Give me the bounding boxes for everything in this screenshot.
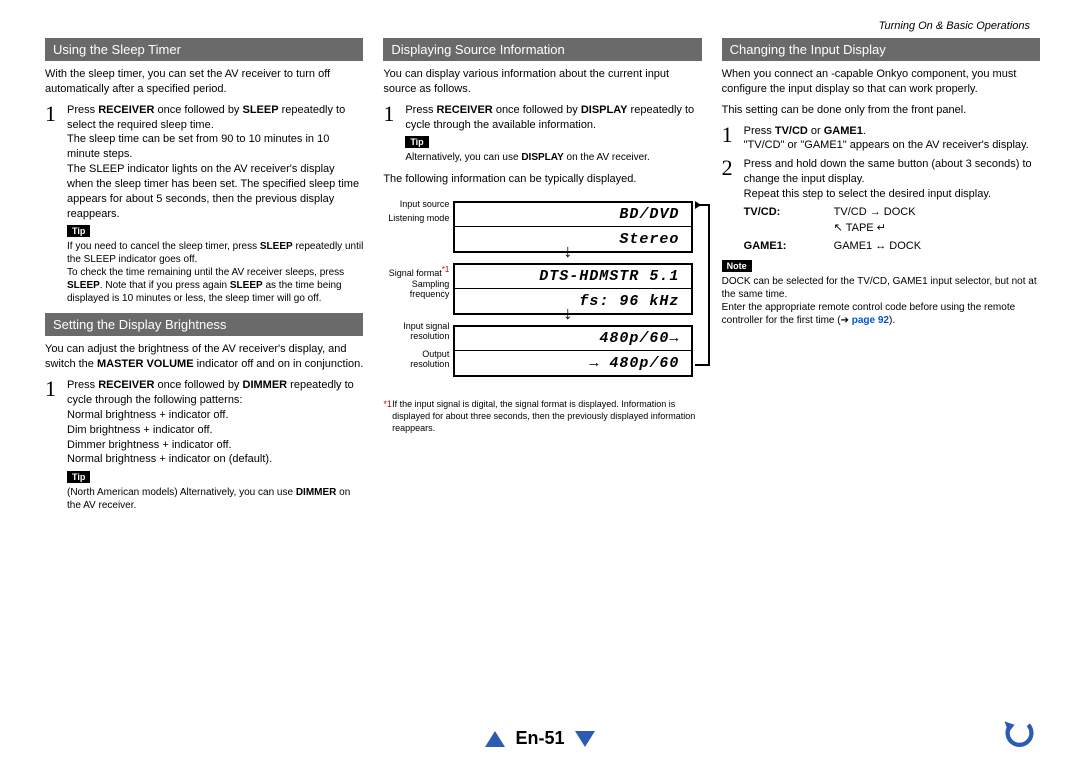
lbl-in-res: Input signal resolution (383, 321, 449, 341)
arrow-down-icon: ↓ (563, 241, 572, 262)
input-step2: Press and hold down the same button (abo… (744, 158, 1032, 185)
tvcd-value2: ↖ TAPE ↵ (834, 221, 886, 234)
sleep-step1b: The sleep time can be set from 90 to 10 … (67, 133, 329, 160)
input-step1: Press TV/CD or GAME1. (744, 125, 866, 137)
page-down-icon[interactable] (575, 731, 595, 747)
step-number: 1 (45, 378, 67, 467)
step-number: 1 (45, 103, 67, 222)
page-number: En-51 (515, 728, 564, 748)
sleep-tip: If you need to cancel the sleep timer, p… (67, 240, 363, 305)
tvcd-value: TV/CD → DOCK (834, 206, 916, 218)
tip-label: Tip (67, 471, 90, 483)
lcd-signal: DTS-HDMSTR 5.1 (455, 265, 691, 289)
step-number: 1 (383, 103, 405, 133)
source-line: The following information can be typical… (383, 172, 701, 187)
lbl-signal-format: Signal format*1 (383, 265, 449, 278)
lbl-sampling: Sampling frequency (383, 279, 449, 299)
loop-arrow-icon (693, 201, 713, 369)
lcd-out-res: → 480p/60 (455, 351, 691, 375)
note-label: Note (722, 260, 752, 272)
brightness-intro: You can adjust the brightness of the AV … (45, 342, 363, 372)
lcd-listening: Stereo (455, 227, 691, 251)
brightness-step1: Press RECEIVER once followed by DIMMER r… (67, 379, 354, 406)
back-icon[interactable] (1001, 718, 1035, 752)
input-intro: When you connect an -capable Onkyo compo… (722, 67, 1040, 97)
lcd-in-res: 480p/60→ (455, 327, 691, 351)
brightness-li4: Normal brightness + indicator on (defaul… (67, 453, 272, 465)
source-tip: Alternatively, you can use DISPLAY on th… (405, 151, 701, 164)
game1-label: GAME1: (744, 240, 834, 252)
sec-sleep-title: Using the Sleep Timer (45, 38, 363, 61)
brightness-tip: (North American models) Alternatively, y… (67, 486, 363, 512)
step-number: 1 (722, 124, 744, 154)
column-3: Changing the Input Display When you conn… (722, 38, 1040, 520)
sec-source-title: Displaying Source Information (383, 38, 701, 61)
page-up-icon[interactable] (485, 731, 505, 747)
tvcd-label: TV/CD: (744, 206, 834, 218)
input-note: DOCK can be selected for the TV/CD, GAME… (722, 275, 1040, 327)
tip-label: Tip (67, 225, 90, 237)
step-number: 2 (722, 157, 744, 202)
sleep-intro: With the sleep timer, you can set the AV… (45, 67, 363, 97)
brightness-li2: Dim brightness + indicator off. (67, 424, 213, 436)
footnote: *1 If the input signal is digital, the s… (383, 399, 701, 434)
lbl-listening-mode: Listening mode (383, 213, 449, 223)
lbl-out-res: Output resolution (383, 349, 449, 369)
breadcrumb: Turning On & Basic Operations (45, 20, 1040, 32)
input-step2b: Repeat this step to select the desired i… (744, 188, 991, 200)
sec-brightness-title: Setting the Display Brightness (45, 313, 363, 336)
source-intro: You can display various information abou… (383, 67, 701, 97)
sleep-step1c: The SLEEP indicator lights on the AV rec… (67, 163, 359, 220)
column-2: Displaying Source Information You can di… (383, 38, 701, 520)
lcd-sampling: fs: 96 kHz (455, 289, 691, 313)
lbl-input-source: Input source (383, 199, 449, 209)
sleep-step1a: Press RECEIVER once followed by SLEEP re… (67, 104, 345, 131)
arrow-down-icon: ↓ (563, 303, 572, 324)
sec-input-title: Changing the Input Display (722, 38, 1040, 61)
page-footer: En-51 (0, 728, 1080, 749)
tip-label: Tip (405, 136, 428, 148)
brightness-li3: Dimmer brightness + indicator off. (67, 439, 232, 451)
column-1: Using the Sleep Timer With the sleep tim… (45, 38, 363, 520)
game1-value: GAME1 ↔ DOCK (834, 240, 921, 252)
source-step1: Press RECEIVER once followed by DISPLAY … (405, 103, 701, 133)
brightness-li1: Normal brightness + indicator off. (67, 409, 229, 421)
input-step1b: "TV/CD" or "GAME1" appears on the AV rec… (744, 139, 1029, 151)
lcd-input-source: BD/DVD (455, 203, 691, 227)
input-intro2: This setting can be done only from the f… (722, 103, 1040, 118)
